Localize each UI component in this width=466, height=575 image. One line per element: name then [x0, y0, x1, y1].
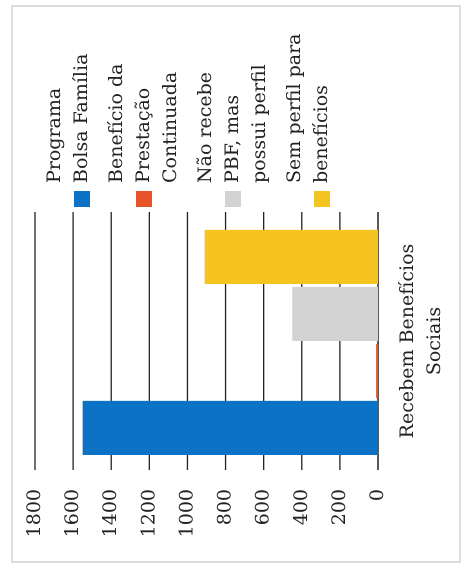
y-tick-label: 200 — [328, 489, 350, 525]
legend-swatch — [314, 191, 330, 207]
bar — [376, 343, 379, 398]
legend-swatch — [225, 191, 241, 207]
legend-label: Programa Bolsa Família — [43, 54, 92, 183]
y-tick-label: 1400 — [99, 489, 121, 537]
y-tick-label: 800 — [214, 489, 236, 525]
bar — [292, 286, 378, 341]
legend-label: Benefício da Prestação Continuada — [105, 64, 181, 183]
y-tick-label: 400 — [290, 489, 312, 525]
legend-label: Não recebe PBF, mas possui perfil — [194, 64, 270, 183]
rotated-plot: 0 200 400 600 800 1000 1200 1400 1600 1800 Recebem… — [23, 34, 445, 538]
legend-label: Sem perfil para benefícios — [283, 34, 332, 184]
x-tick-label: Recebem Benefícios Sociais — [396, 244, 445, 439]
legend-swatch — [136, 191, 152, 207]
legend-swatch — [74, 191, 90, 207]
y-tick-label: 600 — [252, 489, 274, 525]
y-tick-label: 1200 — [137, 489, 159, 537]
y-tick-label: 1600 — [61, 489, 83, 537]
y-tick-label: 1000 — [175, 489, 197, 537]
y-tick-label: 0 — [366, 489, 388, 501]
bar — [204, 229, 378, 284]
bar — [82, 400, 378, 455]
y-tick-label: 1800 — [23, 489, 45, 537]
frame — [11, 5, 461, 563]
